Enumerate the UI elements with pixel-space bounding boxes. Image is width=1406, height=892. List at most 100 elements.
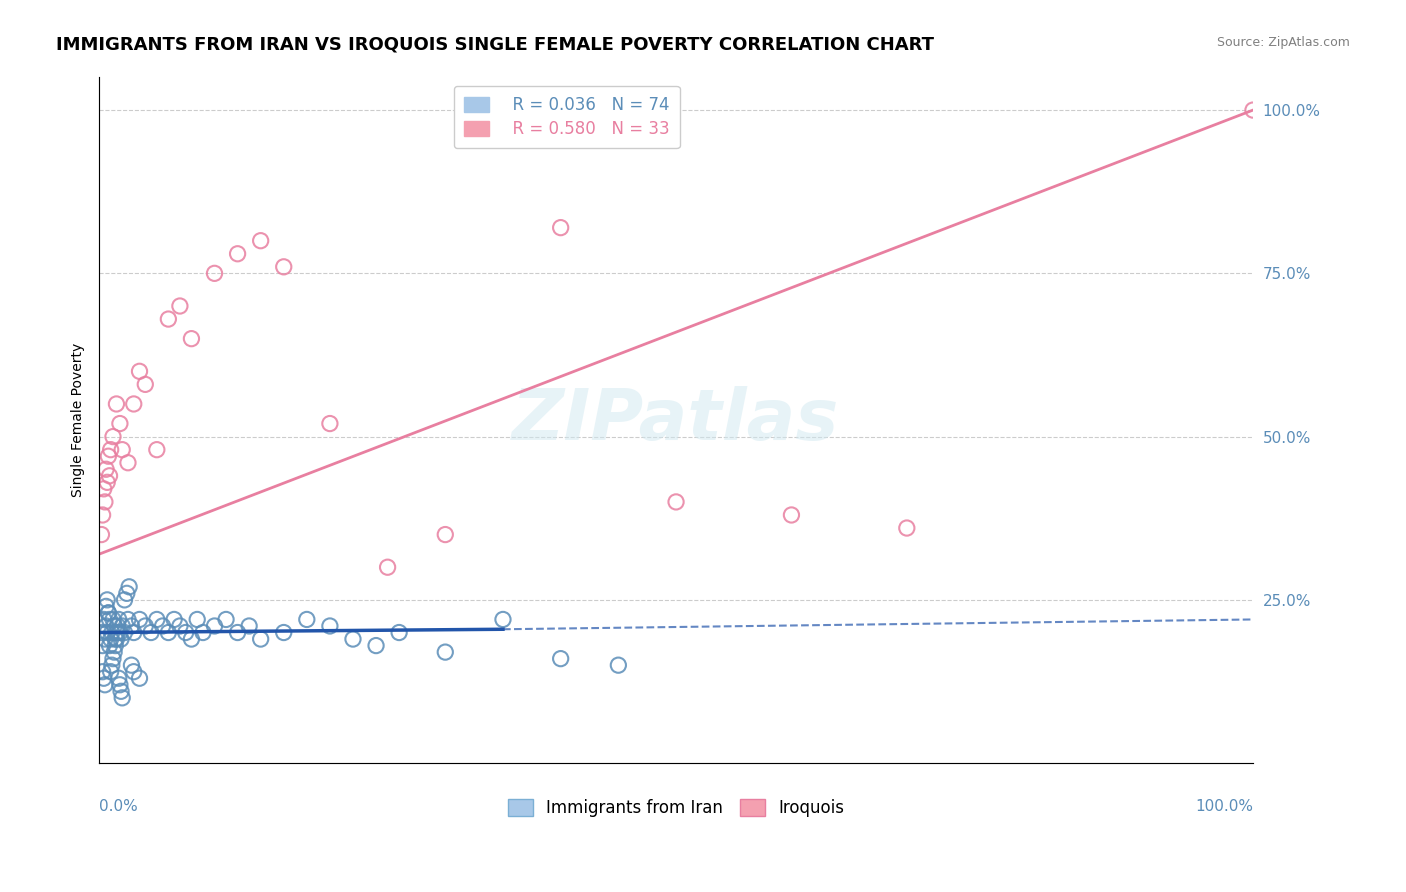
Point: [191, 625, 214, 640]
Point: [174, 625, 197, 640]
Point: [342, 632, 364, 646]
Point: [434, 645, 457, 659]
Point: [111, 690, 134, 705]
Text: Source: ZipAtlas.com: Source: ZipAtlas.com: [1216, 36, 1350, 49]
Point: [93, 671, 115, 685]
Point: [100, 665, 122, 679]
Point: [146, 442, 169, 457]
Text: ZIPatlas: ZIPatlas: [512, 385, 839, 455]
Point: [105, 632, 128, 646]
Point: [110, 632, 132, 646]
Point: [93, 482, 115, 496]
Point: [98, 612, 121, 626]
Point: [273, 260, 295, 274]
Point: [152, 619, 174, 633]
Point: [90, 527, 112, 541]
Point: [101, 658, 124, 673]
Point: [103, 645, 125, 659]
Point: [134, 619, 156, 633]
Point: [122, 625, 145, 640]
Point: [94, 462, 117, 476]
Point: [100, 632, 122, 646]
Point: [97, 606, 120, 620]
Point: [169, 299, 191, 313]
Point: [114, 625, 136, 640]
Y-axis label: Single Female Poverty: Single Female Poverty: [72, 343, 86, 498]
Point: [249, 632, 271, 646]
Legend: Immigrants from Iran, Iroquois: Immigrants from Iran, Iroquois: [502, 792, 851, 823]
Point: [104, 632, 127, 646]
Point: [180, 632, 202, 646]
Point: [101, 651, 124, 665]
Point: [226, 625, 249, 640]
Point: [114, 592, 136, 607]
Point: [134, 377, 156, 392]
Point: [93, 612, 115, 626]
Point: [550, 651, 572, 665]
Point: [226, 246, 249, 260]
Point: [97, 449, 120, 463]
Point: [90, 625, 112, 640]
Point: [157, 625, 180, 640]
Point: [107, 619, 129, 633]
Point: [94, 678, 117, 692]
Point: [896, 521, 918, 535]
Point: [157, 312, 180, 326]
Point: [215, 612, 238, 626]
Point: [98, 639, 121, 653]
Point: [96, 475, 118, 490]
Point: [163, 612, 186, 626]
Point: [94, 632, 117, 646]
Point: [110, 684, 132, 698]
Point: [128, 364, 150, 378]
Point: [97, 606, 120, 620]
Point: [295, 612, 318, 626]
Point: [1241, 103, 1264, 117]
Point: [492, 612, 515, 626]
Point: [146, 612, 169, 626]
Point: [238, 619, 260, 633]
Point: [108, 678, 131, 692]
Point: [91, 639, 114, 653]
Point: [91, 508, 114, 522]
Text: 0.0%: 0.0%: [100, 799, 138, 814]
Point: [120, 658, 142, 673]
Point: [128, 612, 150, 626]
Point: [98, 468, 121, 483]
Point: [204, 619, 226, 633]
Point: [94, 599, 117, 614]
Text: 100.0%: 100.0%: [1195, 799, 1253, 814]
Point: [101, 625, 124, 640]
Point: [180, 332, 202, 346]
Point: [169, 619, 191, 633]
Point: [128, 671, 150, 685]
Point: [115, 586, 138, 600]
Point: [107, 671, 129, 685]
Point: [607, 658, 630, 673]
Point: [96, 592, 118, 607]
Point: [118, 580, 141, 594]
Point: [186, 612, 208, 626]
Point: [388, 625, 411, 640]
Point: [100, 442, 122, 457]
Text: IMMIGRANTS FROM IRAN VS IROQUOIS SINGLE FEMALE POVERTY CORRELATION CHART: IMMIGRANTS FROM IRAN VS IROQUOIS SINGLE …: [56, 36, 934, 54]
Point: [377, 560, 399, 574]
Point: [105, 397, 128, 411]
Point: [111, 619, 134, 633]
Point: [550, 220, 572, 235]
Point: [96, 625, 118, 640]
Point: [665, 495, 688, 509]
Point: [108, 625, 131, 640]
Point: [120, 619, 142, 633]
Point: [204, 266, 226, 280]
Point: [107, 612, 129, 626]
Point: [319, 619, 342, 633]
Point: [104, 639, 127, 653]
Point: [117, 612, 139, 626]
Point: [103, 619, 125, 633]
Point: [101, 429, 124, 443]
Point: [117, 456, 139, 470]
Point: [780, 508, 803, 522]
Point: [122, 665, 145, 679]
Point: [139, 625, 162, 640]
